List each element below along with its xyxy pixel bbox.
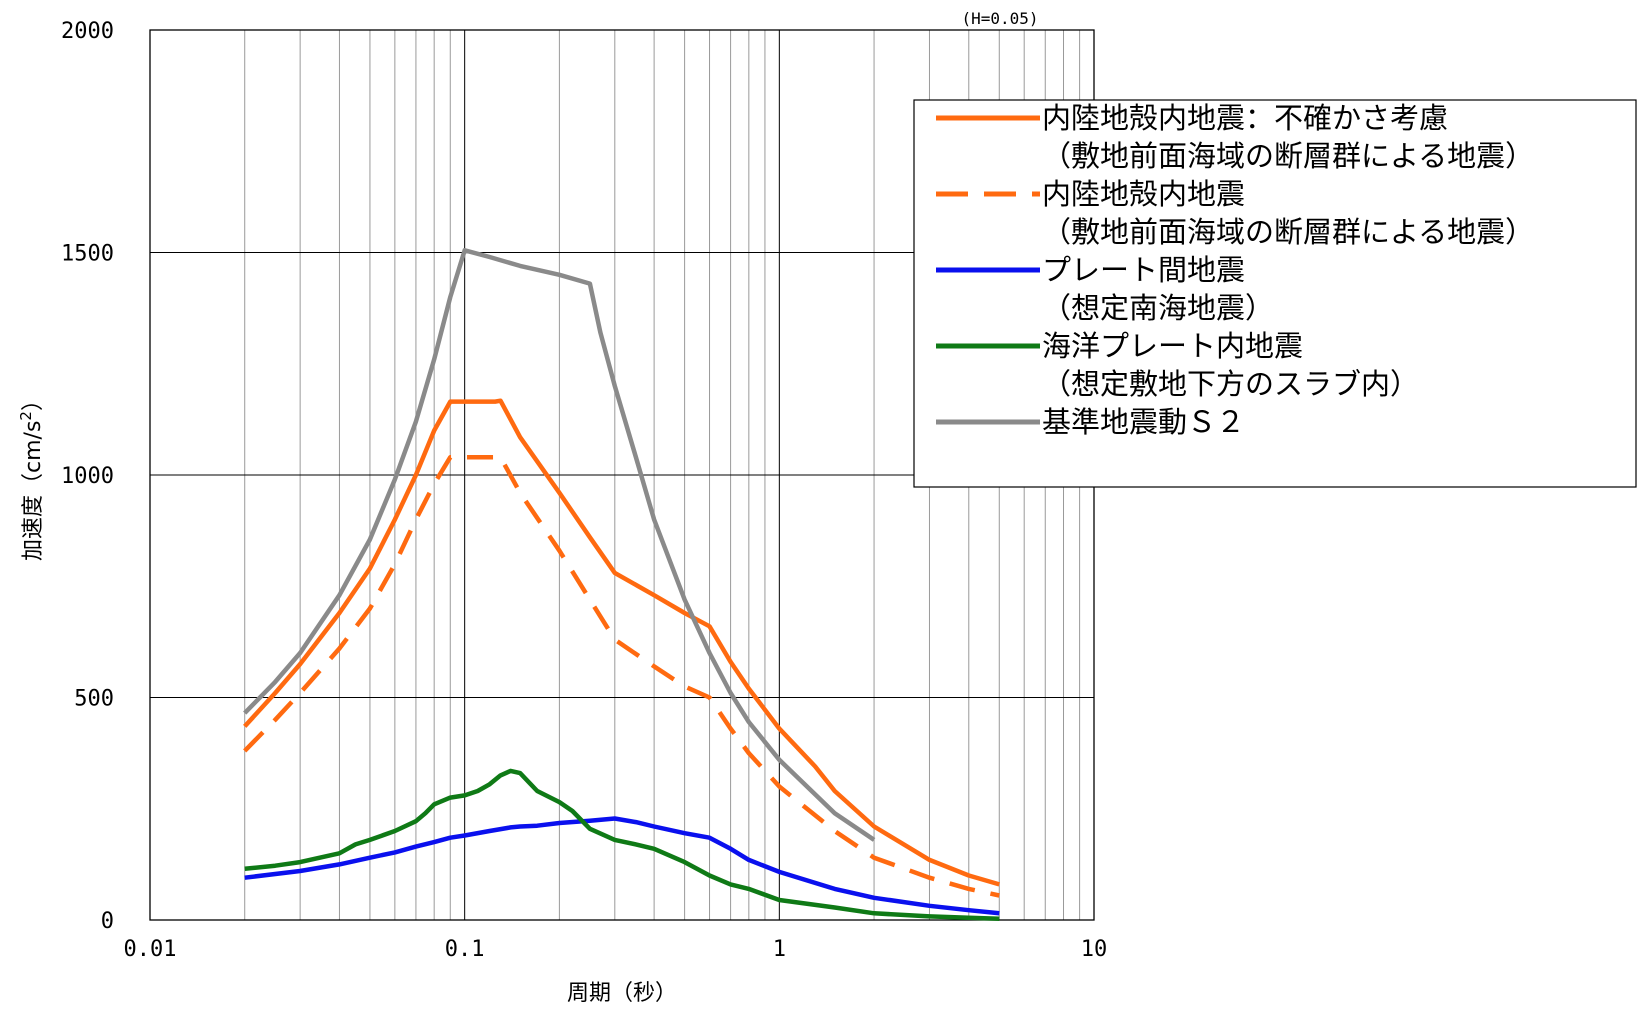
y-tick-label: 2000 [61, 19, 114, 44]
series-line-2 [243, 454, 1000, 898]
x-tick-label: 0.1 [445, 937, 485, 962]
legend-sublabel-2: （敷地前面海域の断層群による地震） [1042, 215, 1534, 249]
y-tick-label: 500 [74, 687, 114, 712]
y-axis-title: 加速度（cm/s2） [17, 389, 46, 561]
legend-sublabel-4: （想定敷地下方のスラブ内） [1042, 367, 1419, 401]
legend-sublabel-1: （敷地前面海域の断層群による地震） [1042, 139, 1534, 173]
series-line-5 [243, 248, 876, 842]
y-axis-title-close: ） [21, 389, 46, 411]
legend-label-3: プレート間地震 [1042, 253, 1245, 287]
legend: 内陸地殻内地震：不確かさ考慮 （敷地前面海域の断層群による地震） 内陸地殻内地震 （敷… [913, 99, 1637, 488]
legend-label-5: 基準地震動Ｓ２ [1042, 405, 1245, 439]
y-axis-title-main: 加速度（cm/s [21, 421, 46, 561]
legend-label-1: 内陸地殻内地震：不確かさ考慮 [1042, 101, 1448, 135]
y-tick-label: 0 [101, 909, 114, 934]
tick-labels: 0 500 1000 1500 2000 0.01 0.1 1 10 [61, 19, 1107, 962]
legend-sublabel-3: （想定南海地震） [1042, 291, 1274, 325]
x-tick-label: 10 [1081, 937, 1108, 962]
y-tick-label: 1000 [61, 464, 114, 489]
x-tick-label: 0.01 [124, 937, 177, 962]
series-line-4 [244, 768, 1000, 921]
series-line-3 [244, 816, 1000, 916]
x-tick-label: 1 [773, 937, 786, 962]
y-tick-label: 1500 [61, 242, 114, 267]
legend-label-4: 海洋プレート内地震 [1042, 329, 1303, 363]
y-axis-title-sup: 2 [17, 411, 35, 421]
legend-items: 内陸地殻内地震：不確かさ考慮 （敷地前面海域の断層群による地震） 内陸地殻内地震 （敷… [936, 101, 1534, 439]
legend-label-2: 内陸地殻内地震 [1042, 177, 1245, 211]
series-line-1 [243, 398, 1000, 887]
x-axis-title: 周期（秒） [567, 981, 677, 1006]
note-label: (H=0.05) [961, 9, 1038, 28]
series-layer [243, 248, 1000, 921]
